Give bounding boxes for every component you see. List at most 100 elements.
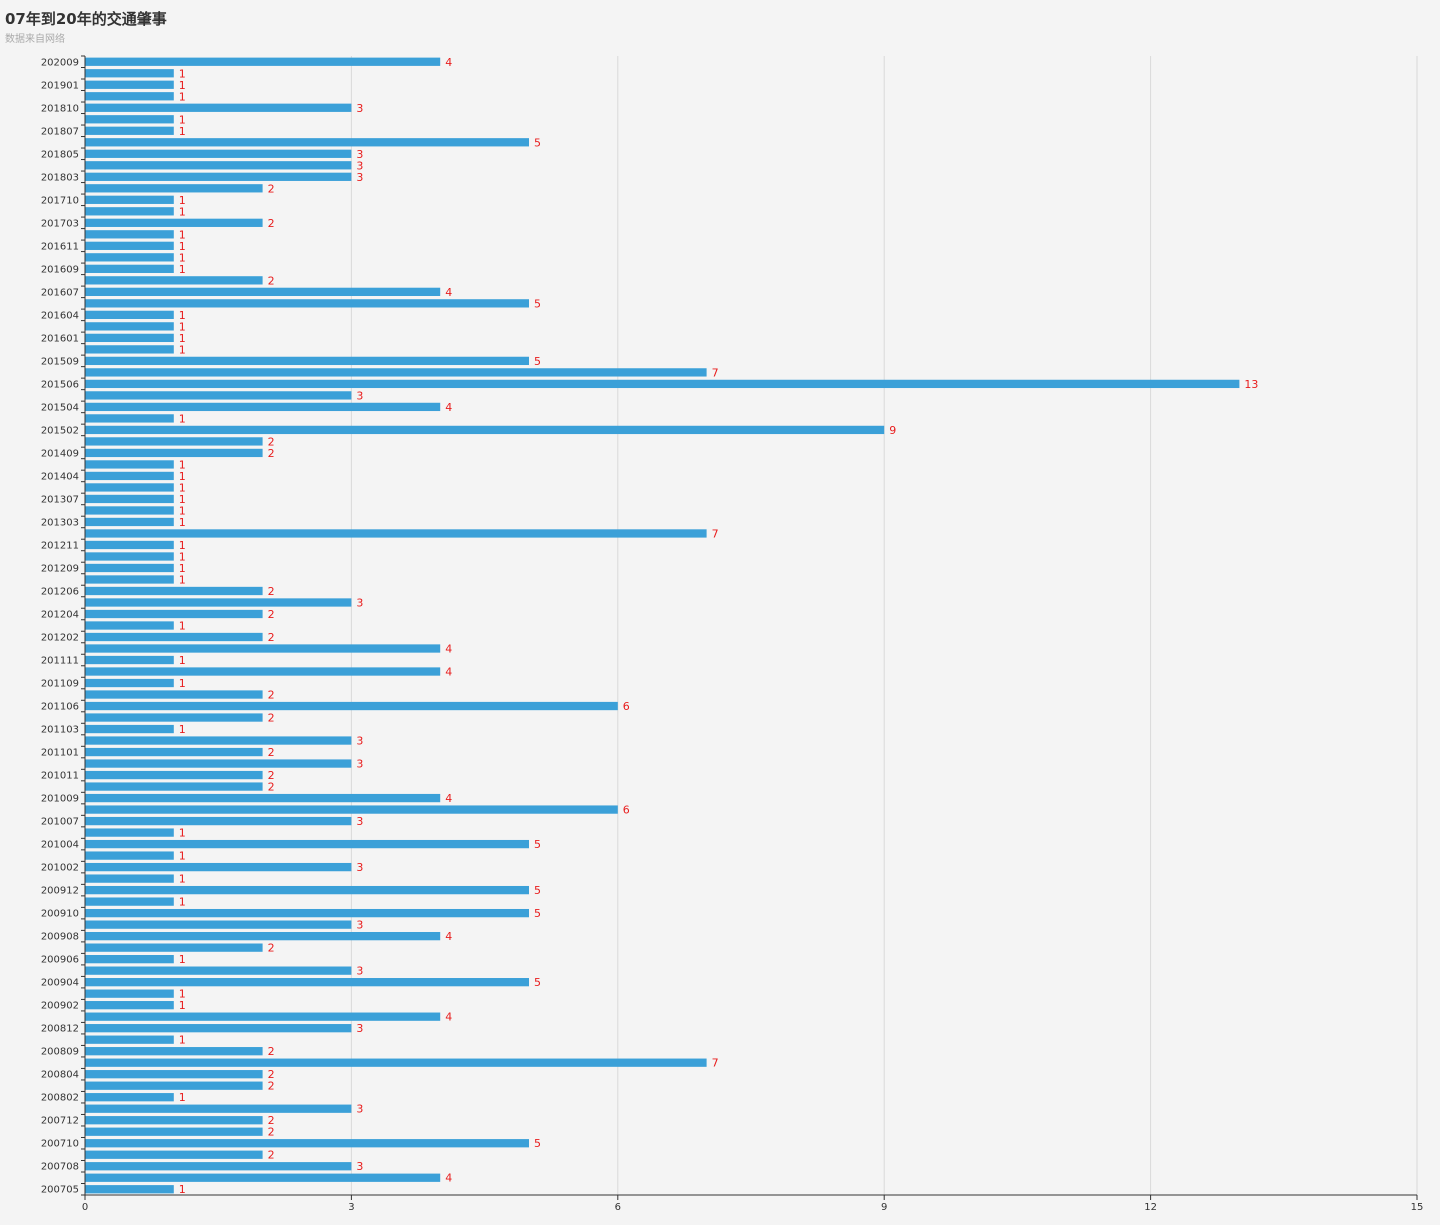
bar-200906[interactable] (85, 955, 174, 964)
bar-201110[interactable] (85, 667, 441, 676)
bar-201007[interactable] (85, 816, 352, 826)
bar-200909[interactable] (85, 920, 352, 929)
bar-201709[interactable] (85, 207, 174, 216)
bar-201303[interactable] (85, 517, 174, 527)
bar-201304[interactable] (85, 506, 174, 515)
bar-201601[interactable] (85, 333, 174, 343)
bar-201001[interactable] (85, 874, 174, 883)
bar-200705[interactable] (85, 1185, 174, 1194)
bar-201012[interactable] (85, 759, 352, 768)
bar-201504[interactable] (85, 402, 441, 412)
bar-200907[interactable] (85, 943, 263, 952)
bar-200803[interactable] (85, 1081, 263, 1090)
bar-200707[interactable] (85, 1173, 441, 1182)
bar-201204[interactable] (85, 609, 263, 619)
bar-200805[interactable] (85, 1058, 707, 1067)
bar-200708[interactable] (85, 1162, 352, 1171)
bar-201703[interactable] (85, 218, 263, 227)
bar-201809[interactable] (85, 115, 174, 124)
bar-201811[interactable] (85, 92, 174, 101)
bar-201003[interactable] (85, 851, 174, 860)
bar-201803[interactable] (85, 172, 352, 181)
data-label-201301: 7 (712, 527, 719, 540)
bar-201104[interactable] (85, 713, 263, 722)
bar-200804[interactable] (85, 1070, 263, 1079)
bar-200711[interactable] (85, 1127, 263, 1136)
bar-201802[interactable] (85, 184, 263, 193)
bar-200904[interactable] (85, 978, 530, 987)
bar-201008[interactable] (85, 805, 618, 814)
bar-201101[interactable] (85, 747, 263, 757)
bar-200710[interactable] (85, 1139, 530, 1148)
bar-201207[interactable] (85, 575, 174, 584)
bar-200901[interactable] (85, 1012, 441, 1021)
bar-200810[interactable] (85, 1035, 174, 1044)
bar-201102[interactable] (85, 736, 352, 745)
bar-200905[interactable] (85, 966, 352, 975)
bar-200802[interactable] (85, 1093, 174, 1102)
bar-201806[interactable] (85, 138, 530, 147)
bar-201503[interactable] (85, 414, 174, 423)
bar-200912[interactable] (85, 885, 530, 895)
bar-201902[interactable] (85, 69, 174, 78)
bar-201111[interactable] (85, 655, 174, 665)
bar-201112[interactable] (85, 644, 441, 653)
bar-201710[interactable] (85, 195, 174, 204)
bar-200910[interactable] (85, 908, 530, 918)
bar-201505[interactable] (85, 391, 352, 400)
bar-200812[interactable] (85, 1024, 352, 1033)
bar-201005[interactable] (85, 828, 174, 837)
bar-201610[interactable] (85, 253, 174, 262)
bar-201203[interactable] (85, 621, 174, 630)
bar-201206[interactable] (85, 586, 263, 596)
bar-201308[interactable] (85, 483, 174, 492)
bar-201009[interactable] (85, 793, 441, 803)
bar-201209[interactable] (85, 563, 174, 573)
bar-201810[interactable] (85, 103, 352, 112)
bar-201807[interactable] (85, 126, 174, 135)
bar-201106[interactable] (85, 701, 618, 711)
bar-200809[interactable] (85, 1047, 263, 1056)
bar-201604[interactable] (85, 310, 174, 320)
bar-201011[interactable] (85, 770, 263, 780)
bar-201010[interactable] (85, 782, 263, 791)
bar-201103[interactable] (85, 724, 174, 734)
bar-201510[interactable] (85, 345, 174, 354)
bar-200712[interactable] (85, 1116, 263, 1125)
bar-201804[interactable] (85, 161, 352, 170)
bar-200911[interactable] (85, 897, 174, 906)
bar-200801[interactable] (85, 1104, 352, 1113)
bar-201502[interactable] (85, 425, 885, 435)
bar-201901[interactable] (85, 80, 174, 89)
bar-202009[interactable] (85, 57, 441, 66)
bar-201507[interactable] (85, 368, 707, 377)
bar-201301[interactable] (85, 529, 707, 538)
bar-201608[interactable] (85, 276, 263, 285)
bar-200903[interactable] (85, 989, 174, 998)
bar-201805[interactable] (85, 149, 352, 158)
bar-201602[interactable] (85, 322, 174, 331)
bar-201609[interactable] (85, 264, 174, 273)
bar-201611[interactable] (85, 241, 174, 250)
bar-201506[interactable] (85, 379, 1240, 389)
bar-201410[interactable] (85, 437, 263, 446)
bar-201107[interactable] (85, 690, 263, 699)
bar-201202[interactable] (85, 632, 263, 642)
bar-200902[interactable] (85, 1001, 174, 1010)
bar-201612[interactable] (85, 230, 174, 239)
bar-201002[interactable] (85, 862, 352, 872)
bar-201509[interactable] (85, 356, 530, 366)
bar-201307[interactable] (85, 494, 174, 504)
bar-201405[interactable] (85, 460, 174, 469)
bar-200709[interactable] (85, 1150, 263, 1159)
bar-201409[interactable] (85, 448, 263, 458)
bar-201004[interactable] (85, 839, 530, 849)
bar-201605[interactable] (85, 299, 530, 308)
bar-201210[interactable] (85, 552, 174, 561)
bar-201607[interactable] (85, 287, 441, 296)
bar-201211[interactable] (85, 540, 174, 550)
bar-201109[interactable] (85, 678, 174, 688)
bar-201404[interactable] (85, 471, 174, 481)
bar-200908[interactable] (85, 931, 441, 941)
bar-201205[interactable] (85, 598, 352, 607)
